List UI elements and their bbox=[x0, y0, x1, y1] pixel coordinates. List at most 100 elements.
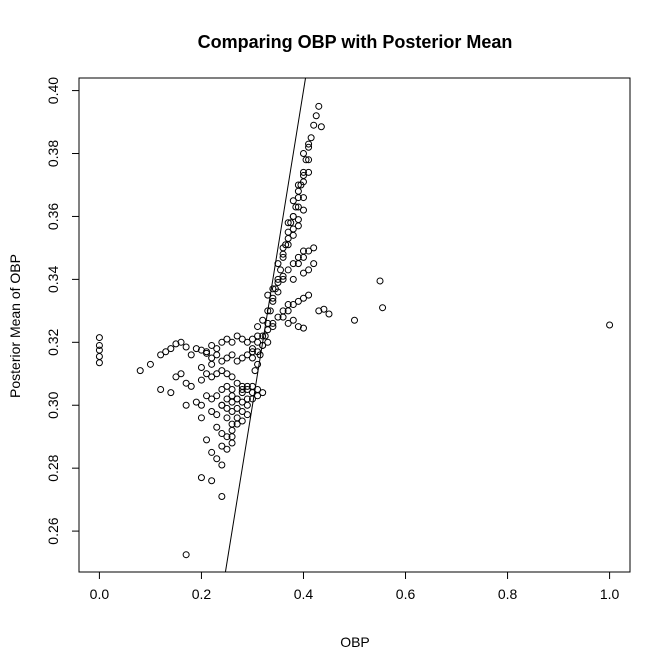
data-point bbox=[284, 266, 292, 274]
data-point bbox=[218, 461, 226, 469]
data-point bbox=[305, 156, 313, 164]
y-axis-label: Posterior Mean of OBP bbox=[7, 254, 23, 398]
data-point bbox=[299, 294, 307, 302]
data-point bbox=[266, 307, 274, 315]
data-point bbox=[233, 404, 241, 412]
data-point bbox=[223, 445, 231, 453]
y-tick-label: 0.32 bbox=[45, 328, 61, 355]
data-point bbox=[256, 351, 264, 359]
data-point bbox=[254, 338, 262, 346]
data-point bbox=[289, 301, 297, 309]
data-point bbox=[251, 367, 259, 375]
data-point bbox=[192, 398, 200, 406]
data-point bbox=[157, 351, 165, 359]
data-point bbox=[218, 430, 226, 438]
data-point bbox=[320, 305, 328, 313]
data-point bbox=[208, 477, 216, 485]
data-point bbox=[284, 234, 292, 242]
data-point bbox=[208, 373, 216, 381]
y-tick-label: 0.34 bbox=[45, 266, 61, 293]
data-point bbox=[279, 313, 287, 321]
data-point bbox=[213, 345, 221, 353]
data-point bbox=[299, 247, 307, 255]
data-point bbox=[238, 354, 246, 362]
data-point bbox=[95, 334, 103, 342]
data-point bbox=[228, 386, 236, 394]
data-point bbox=[238, 389, 246, 397]
data-point bbox=[269, 285, 277, 293]
data-point bbox=[289, 316, 297, 324]
data-point bbox=[177, 370, 185, 378]
data-point bbox=[277, 266, 285, 274]
data-point bbox=[223, 433, 231, 441]
data-point bbox=[223, 382, 231, 390]
data-point bbox=[197, 474, 205, 482]
data-point bbox=[238, 398, 246, 406]
data-point bbox=[302, 156, 310, 164]
data-point bbox=[248, 345, 256, 353]
data-point bbox=[315, 102, 323, 110]
data-point bbox=[172, 340, 180, 348]
data-point bbox=[289, 225, 297, 233]
data-point bbox=[208, 448, 216, 456]
data-point bbox=[606, 321, 614, 329]
data-point bbox=[305, 247, 313, 255]
data-points bbox=[95, 102, 614, 559]
data-point bbox=[282, 241, 290, 249]
data-point bbox=[284, 319, 292, 327]
data-point bbox=[264, 338, 272, 346]
data-point bbox=[294, 297, 302, 305]
data-point bbox=[294, 216, 302, 224]
data-point bbox=[95, 352, 103, 360]
data-point bbox=[312, 112, 320, 120]
data-point bbox=[259, 389, 267, 397]
data-point bbox=[228, 373, 236, 381]
data-point bbox=[274, 275, 282, 283]
data-point bbox=[182, 343, 190, 351]
data-point bbox=[317, 123, 325, 131]
data-point bbox=[197, 363, 205, 371]
data-point bbox=[289, 212, 297, 220]
data-point bbox=[269, 297, 277, 305]
data-point bbox=[248, 395, 256, 403]
data-point bbox=[315, 307, 323, 315]
data-point bbox=[279, 275, 287, 283]
data-point bbox=[248, 354, 256, 362]
data-point bbox=[223, 354, 231, 362]
data-point bbox=[213, 423, 221, 431]
data-point bbox=[284, 219, 292, 227]
data-point bbox=[325, 310, 333, 318]
data-point bbox=[187, 351, 195, 359]
data-point bbox=[228, 398, 236, 406]
data-point bbox=[218, 357, 226, 365]
data-point bbox=[269, 323, 277, 331]
data-point bbox=[279, 272, 287, 280]
data-point bbox=[289, 260, 297, 268]
data-point bbox=[294, 194, 302, 202]
data-point bbox=[274, 313, 282, 321]
data-point bbox=[95, 359, 103, 367]
data-point bbox=[248, 335, 256, 343]
y-tick-label: 0.26 bbox=[45, 517, 61, 544]
data-point bbox=[233, 332, 241, 340]
data-point bbox=[233, 420, 241, 428]
data-point bbox=[243, 338, 251, 346]
data-point bbox=[197, 401, 205, 409]
data-point bbox=[218, 401, 226, 409]
x-axis-label: OBP bbox=[340, 634, 370, 650]
data-point bbox=[310, 260, 318, 268]
y-tick-label: 0.28 bbox=[45, 454, 61, 481]
data-point bbox=[177, 338, 185, 346]
data-point bbox=[192, 345, 200, 353]
data-point bbox=[238, 408, 246, 416]
data-point bbox=[279, 253, 287, 261]
data-point bbox=[136, 367, 144, 375]
data-point bbox=[307, 134, 315, 142]
data-point bbox=[213, 351, 221, 359]
data-point bbox=[238, 417, 246, 425]
data-point bbox=[197, 376, 205, 384]
data-point bbox=[146, 360, 154, 368]
data-point bbox=[254, 392, 262, 400]
chart-title: Comparing OBP with Posterior Mean bbox=[198, 32, 513, 52]
plot-frame bbox=[78, 77, 631, 573]
